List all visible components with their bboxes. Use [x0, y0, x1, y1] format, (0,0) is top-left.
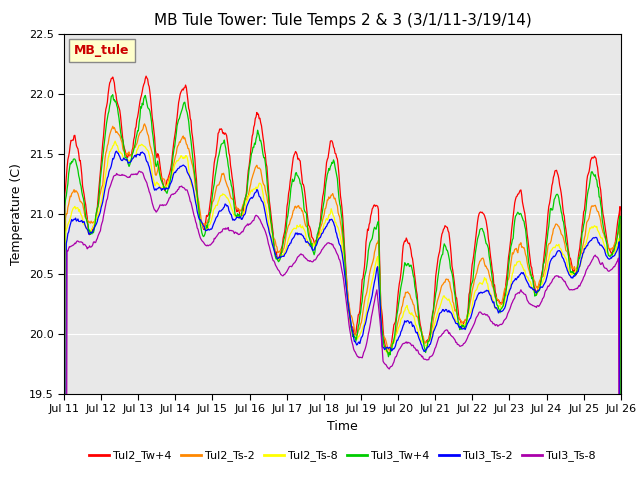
- X-axis label: Time: Time: [327, 420, 358, 432]
- Title: MB Tule Tower: Tule Temps 2 & 3 (3/1/11-3/19/14): MB Tule Tower: Tule Temps 2 & 3 (3/1/11-…: [154, 13, 531, 28]
- Y-axis label: Temperature (C): Temperature (C): [10, 163, 23, 264]
- Legend: Tul2_Tw+4, Tul2_Ts-2, Tul2_Ts-8, Tul3_Tw+4, Tul3_Ts-2, Tul3_Ts-8: Tul2_Tw+4, Tul2_Ts-2, Tul2_Ts-8, Tul3_Tw…: [84, 446, 600, 466]
